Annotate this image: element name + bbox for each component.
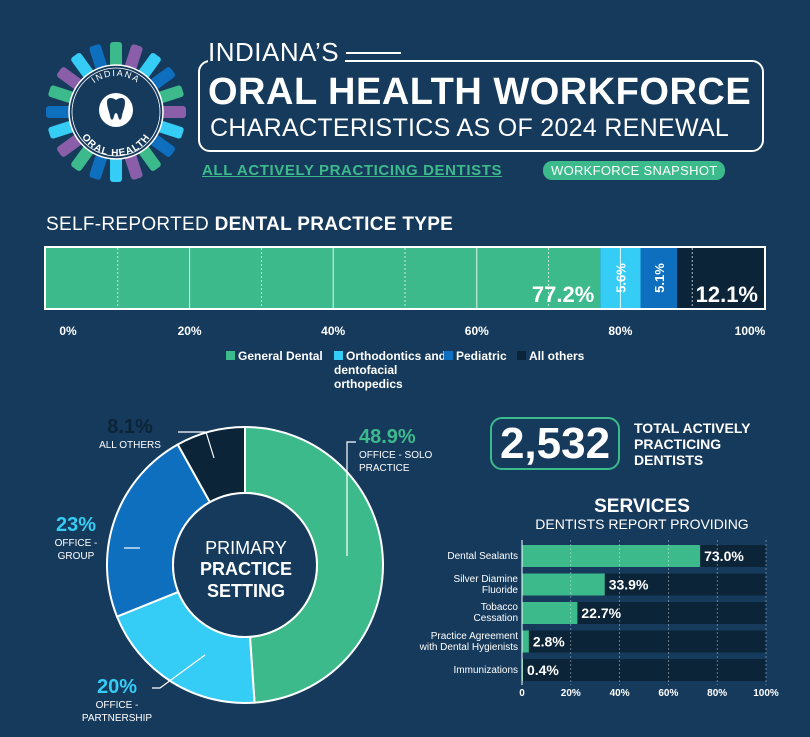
legend-swatch-pediatric bbox=[444, 351, 453, 360]
stacked-bar-segment bbox=[677, 248, 764, 308]
services-value-label: 0.4% bbox=[527, 662, 559, 678]
legend-ortho: Orthodontics and dentofacial orthopedics bbox=[334, 349, 446, 391]
logo-petal bbox=[138, 145, 161, 171]
services-subtitle: DENTISTS REPORT PROVIDING bbox=[535, 516, 749, 532]
logo-petal bbox=[57, 134, 83, 157]
services-x-tick: 40% bbox=[609, 688, 630, 699]
services-title: SERVICES bbox=[594, 496, 690, 517]
workforce-snapshot-badge: WORKFORCE SNAPSHOT bbox=[543, 161, 726, 180]
x-tick-label: 100% bbox=[734, 324, 766, 338]
logo-petal bbox=[48, 85, 76, 104]
legend-swatch-ortho bbox=[334, 351, 343, 360]
logo-petal bbox=[156, 85, 184, 104]
services-bar-chart: 73.0% 33.9% 22.7% 2.8% 0.4% bbox=[521, 540, 767, 685]
data-label-others: 12.1% bbox=[696, 282, 758, 307]
x-tick-label: 80% bbox=[608, 324, 633, 338]
total-dentists-value: 2,532 bbox=[490, 417, 620, 470]
practice-setting-donut bbox=[106, 425, 384, 704]
logo-petal bbox=[46, 106, 72, 118]
x-tick-label: 20% bbox=[177, 324, 202, 338]
title-line-3: CHARACTERISTICS AS OF 2024 RENEWAL bbox=[210, 114, 730, 142]
services-bar bbox=[522, 602, 578, 624]
services-category-label: Practice Agreement with Dental Hygienists bbox=[419, 630, 518, 653]
legend-swatch-general bbox=[226, 351, 235, 360]
services-bar-track bbox=[522, 602, 766, 624]
services-x-tick: 80% bbox=[707, 688, 728, 699]
services-value-label: 33.9% bbox=[609, 577, 649, 593]
logo-petal bbox=[71, 53, 94, 79]
services-bar bbox=[522, 545, 701, 567]
indiana-oral-health-logo: INDIANA ORAL HEALTH bbox=[46, 42, 186, 182]
label-partnership: 20% OFFICE - PARTNERSHIP bbox=[81, 676, 153, 724]
logo-petal bbox=[124, 152, 143, 180]
logo-petal bbox=[156, 120, 184, 139]
label-group: 23% OFFICE - GROUP bbox=[54, 514, 98, 562]
logo-petal bbox=[149, 134, 175, 157]
logo-petal bbox=[149, 67, 175, 90]
legend-pediatric: Pediatric bbox=[444, 349, 507, 363]
logo-petal bbox=[124, 44, 143, 72]
logo-petal bbox=[89, 44, 108, 72]
legend-others: All others bbox=[517, 349, 584, 363]
stacked-bar-segment bbox=[640, 248, 678, 308]
tooth-icon bbox=[99, 93, 133, 127]
donut-center-line-1: PRIMARY bbox=[205, 538, 287, 558]
services-category-label: Tobacco Cessation bbox=[473, 602, 518, 624]
stacked-bar-frame bbox=[44, 246, 766, 310]
services-bar-track bbox=[522, 659, 766, 681]
stacked-bar-segment bbox=[46, 248, 601, 308]
logo-petal bbox=[138, 53, 161, 79]
x-tick-label: 0% bbox=[59, 324, 77, 338]
services-category-label: Dental Sealants bbox=[447, 551, 518, 562]
logo-petal bbox=[110, 42, 122, 68]
stacked-bar-chart: 77.2% 5.6% 5.1% 12.1% bbox=[46, 248, 764, 308]
services-bar bbox=[522, 630, 529, 653]
services-value-label: 2.8% bbox=[533, 634, 565, 650]
total-dentists-label: TOTAL ACTIVELY PRACTICING DENTISTS bbox=[634, 420, 751, 468]
services-x-tick: 20% bbox=[560, 688, 581, 699]
label-solo: 48.9% OFFICE - SOLO PRACTICE bbox=[359, 426, 433, 474]
services-x-tick: 100% bbox=[753, 688, 779, 699]
data-label-segment: 5.6% bbox=[613, 263, 628, 293]
legend-general: General Dental bbox=[226, 349, 323, 363]
subtitle-link[interactable]: ALL ACTIVELY PRACTICING DENTISTS bbox=[202, 162, 503, 179]
logo-petal bbox=[160, 106, 186, 118]
services-category-label: Immunizations bbox=[453, 665, 518, 676]
logo-petal bbox=[57, 67, 83, 90]
x-tick-label: 60% bbox=[464, 324, 489, 338]
donut-hole bbox=[172, 492, 318, 638]
label-others: 8.1% ALL OTHERS bbox=[99, 416, 161, 451]
services-bar-track bbox=[522, 630, 766, 653]
services-value-label: 22.7% bbox=[581, 605, 621, 621]
data-label-segment: 5.1% bbox=[652, 263, 667, 293]
practice-type-title: SELF-REPORTED DENTAL PRACTICE TYPE bbox=[46, 214, 454, 235]
logo-petal bbox=[110, 156, 122, 182]
title-line-2: ORAL HEALTH WORKFORCE bbox=[208, 71, 752, 113]
title-frame bbox=[198, 60, 764, 152]
title-line-1: INDIANA’S bbox=[208, 37, 346, 67]
services-value-label: 73.0% bbox=[704, 548, 744, 564]
logo-petal bbox=[48, 120, 76, 139]
data-label-general: 77.2% bbox=[532, 282, 594, 307]
x-tick-label: 40% bbox=[321, 324, 346, 338]
logo-petal bbox=[89, 152, 108, 180]
title-line-decoration bbox=[346, 52, 401, 54]
services-x-tick: 60% bbox=[658, 688, 679, 699]
services-category-label: Silver Diamine Fluoride bbox=[453, 573, 518, 596]
legend-swatch-others bbox=[517, 351, 526, 360]
logo-petal bbox=[71, 145, 94, 171]
services-bar bbox=[522, 573, 605, 596]
donut-center-line-2: PRACTICE SETTING bbox=[199, 559, 292, 601]
services-x-tick: 0 bbox=[519, 688, 525, 699]
